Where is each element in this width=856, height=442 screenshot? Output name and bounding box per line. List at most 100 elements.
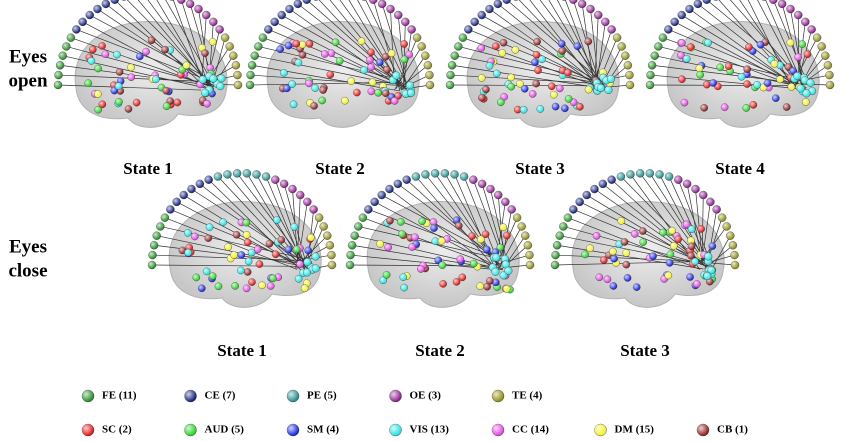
node-shine [386, 5, 395, 14]
node-shine [706, 197, 715, 206]
connection [252, 64, 400, 92]
node-shine [697, 424, 709, 436]
node-shine [202, 11, 211, 20]
node-shine [582, 191, 591, 200]
node-shine [293, 245, 301, 253]
node-shine [501, 197, 510, 206]
node-shine [806, 78, 815, 87]
node-shine [437, 237, 446, 245]
node-shine [82, 390, 94, 402]
node-shine [376, 58, 384, 66]
connection [60, 64, 212, 86]
node-shine [685, 5, 694, 14]
node-shine [225, 42, 234, 51]
node-shine [492, 42, 500, 50]
node-shine [450, 170, 459, 179]
node-shine [184, 229, 192, 237]
node-shine [293, 0, 302, 8]
connection [518, 0, 597, 81]
connection [89, 14, 211, 80]
node-shine [178, 246, 187, 255]
node-shine [392, 71, 401, 80]
node-shine [538, 55, 546, 63]
node-shine [478, 94, 486, 102]
node-shine [360, 66, 368, 74]
node-shine [438, 261, 446, 269]
node-shine [273, 216, 281, 224]
node-shine [94, 106, 102, 114]
node-shine [366, 56, 374, 64]
node-shine [772, 94, 780, 102]
node-shine [658, 33, 667, 42]
node-shine [58, 51, 67, 60]
node-shine [551, 261, 559, 269]
node-shine [525, 251, 534, 260]
node-shine [313, 0, 318, 1]
node-shine [826, 81, 834, 89]
node-shine [573, 42, 582, 50]
node-shine [242, 231, 251, 239]
node-shine [430, 224, 438, 232]
node-shine [753, 81, 761, 89]
node-shine [400, 55, 408, 63]
node-shine [364, 205, 373, 214]
node-shine [696, 71, 704, 79]
node-shine [594, 424, 607, 436]
node-shine [499, 39, 508, 47]
node-shine [377, 191, 386, 200]
node-shine [486, 185, 495, 194]
connection [156, 0, 207, 84]
node-shine [62, 42, 71, 51]
node-shine [551, 251, 560, 260]
connection [494, 217, 518, 270]
node-shine [127, 73, 135, 81]
connection [567, 217, 700, 270]
node-shine [346, 261, 354, 269]
node-shine [586, 244, 594, 252]
node-shine [290, 223, 298, 231]
node-shine [722, 222, 731, 231]
node-shine [162, 87, 170, 95]
brain-shape [466, 21, 620, 128]
node-shine [280, 69, 288, 77]
node-shine [478, 74, 486, 82]
connection [611, 179, 701, 263]
node-shine [254, 245, 262, 254]
connection [450, 74, 600, 84]
node-shine [326, 71, 334, 79]
node-shine [649, 252, 657, 260]
connection [804, 55, 826, 80]
legend-item: AUD (5) [184, 424, 244, 437]
connection [790, 8, 804, 81]
node-shine [425, 71, 434, 80]
node-shine [384, 243, 392, 251]
node-shine [214, 282, 223, 290]
node-shine [264, 25, 273, 34]
node-shine [448, 61, 457, 70]
legend-item: CC (14) [491, 424, 549, 437]
node-shine [386, 217, 394, 225]
node-shine [152, 75, 160, 83]
node-shine [802, 98, 810, 106]
connection [183, 194, 302, 269]
node-shine [807, 25, 816, 34]
node-shine [623, 61, 632, 70]
connection [797, 15, 800, 80]
connection [381, 3, 407, 84]
node-shine [177, 0, 186, 4]
node-shine [213, 172, 222, 181]
brain-shape [266, 21, 420, 128]
node-shine [623, 274, 632, 282]
state-label: State 4 [715, 159, 765, 178]
node-shine [485, 62, 494, 70]
node-shine [400, 283, 408, 292]
node-shine [584, 37, 592, 46]
node-shine [704, 39, 712, 47]
node-shine [749, 101, 757, 109]
node-shine [148, 261, 156, 269]
node-shine [98, 100, 106, 108]
connection [389, 188, 496, 270]
node-shine [209, 38, 217, 46]
node-shine [400, 40, 408, 48]
node-shine [405, 50, 413, 58]
